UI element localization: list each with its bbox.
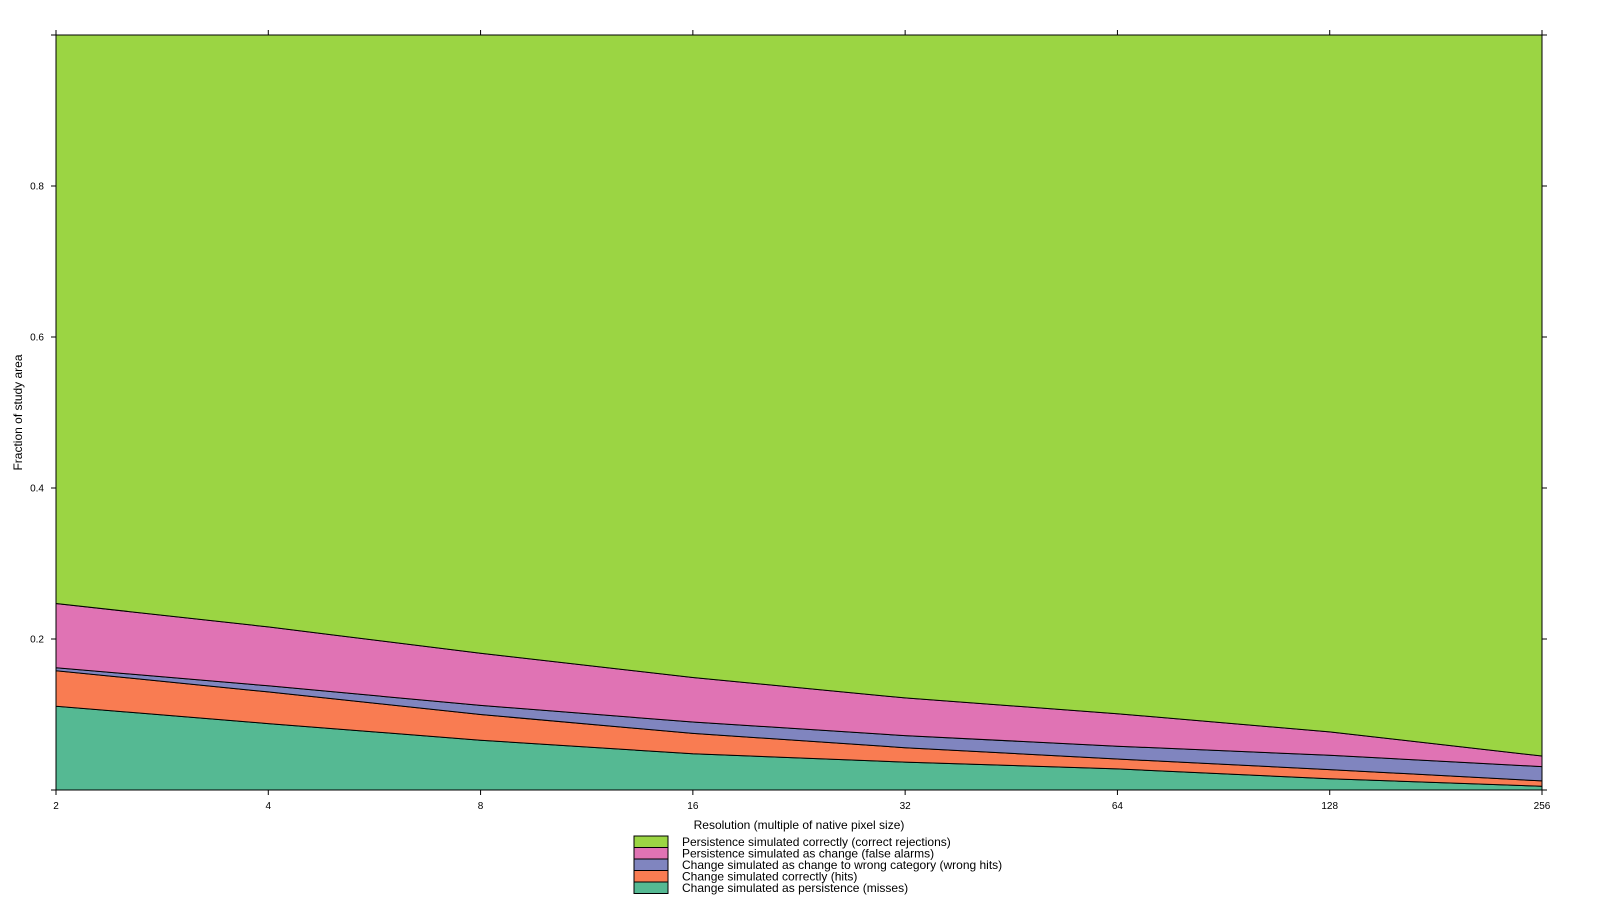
y-tick-label: 0.2 (30, 635, 44, 646)
y-axis-title: Fraction of study area (11, 354, 25, 470)
legend-swatch (633, 835, 669, 848)
x-tick-label: 4 (266, 801, 272, 812)
y-tick-label: 0.4 (30, 484, 44, 495)
legend-label: Persistence simulated correctly (correct… (682, 835, 951, 849)
x-tick-label: 16 (687, 801, 699, 812)
x-tick-label: 64 (1112, 801, 1124, 812)
x-tick-label: 8 (478, 801, 484, 812)
x-tick-label: 256 (1534, 801, 1551, 812)
legend-label: Change simulated as change to wrong cate… (682, 858, 1002, 872)
plot-frame (55, 34, 1543, 791)
legend-swatch (633, 858, 669, 871)
legend-swatch (633, 870, 669, 883)
area-series-group (55, 34, 1543, 791)
legend-swatch (633, 881, 669, 894)
x-tick-label: 128 (1321, 801, 1338, 812)
y-tick-label: 0.6 (30, 333, 44, 344)
x-tick-label: 32 (900, 801, 912, 812)
x-axis-title: Resolution (multiple of native pixel siz… (694, 818, 905, 832)
legend: Persistence simulated correctly (correct… (633, 835, 1002, 895)
x-tick-label: 2 (53, 801, 59, 812)
legend-label: Change simulated as persistence (misses) (682, 881, 908, 895)
axes-group: 2 4 8 16 32 64 128 256 0.2 0.4 0.6 0.8 (30, 30, 1551, 812)
y-tick-label: 0.8 (30, 182, 44, 193)
legend-label: Change simulated correctly (hits) (682, 870, 857, 884)
legend-swatch (633, 847, 669, 860)
legend-label: Persistence simulated as change (false a… (682, 847, 934, 861)
